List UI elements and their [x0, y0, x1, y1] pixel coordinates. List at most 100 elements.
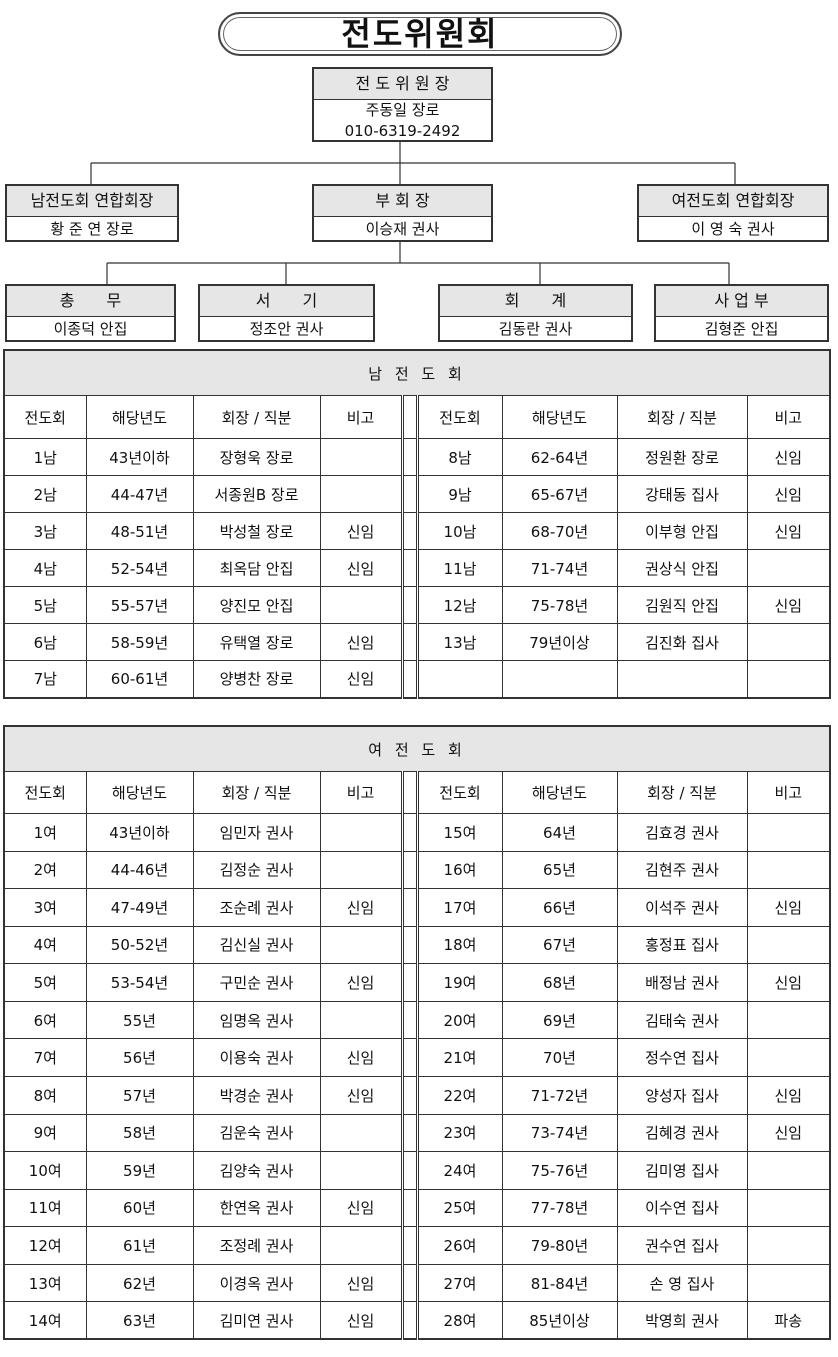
column-header: 비고 [746, 395, 831, 439]
cell-name: 서종원B 장로 [192, 475, 321, 513]
cell-years: 65년 [501, 850, 618, 890]
column-header: 비고 [319, 771, 403, 814]
cell-years: 60년 [85, 1188, 194, 1228]
cell-group: 19여 [416, 963, 503, 1002]
men-president-box: 남전도회 연합회장 황 준 연 장로 [5, 184, 179, 242]
empty-cell [616, 660, 748, 698]
cell-note: 신임 [319, 1038, 403, 1077]
cell-note [746, 1038, 831, 1077]
cell-name: 정수연 집사 [616, 1038, 748, 1077]
cell-note [746, 549, 831, 587]
phone: 010-6319-2492 [344, 122, 461, 140]
column-header: 회장 / 직분 [616, 395, 748, 439]
cell-note: 신임 [746, 475, 831, 513]
cell-name: 배정남 권사 [616, 963, 748, 1002]
role: 전 도 위 원 장 [314, 69, 491, 100]
cell-years: 81-84년 [501, 1263, 618, 1303]
cell-group: 13여 [3, 1263, 87, 1303]
role: 부 회 장 [314, 186, 491, 217]
cell-years: 65-67년 [501, 475, 618, 513]
cell-note: 신임 [319, 1301, 403, 1340]
data-row: 8여 57년 박경순 권사 신임 22여 71-72년 양성자 집사 신임 [3, 1075, 831, 1115]
cell-name: 조정례 권사 [192, 1226, 321, 1265]
cell-years: 64년 [501, 813, 618, 852]
cell-years: 71-72년 [501, 1075, 618, 1115]
cell-name: 임명옥 권사 [192, 1000, 321, 1040]
cell-note [746, 925, 831, 965]
cell-note: 파송 [746, 1301, 831, 1340]
column-header: 비고 [319, 395, 403, 439]
cell-name: 박성철 장로 [192, 512, 321, 550]
cell-years: 43년이하 [85, 813, 194, 852]
column-header: 해당년도 [501, 395, 618, 439]
cell-note: 신임 [746, 1075, 831, 1115]
cell-group: 1여 [3, 813, 87, 852]
data-row: 12여 61년 조정례 권사 26여 79-80년 권수연 집사 [3, 1226, 831, 1265]
cell-years: 52-54년 [85, 549, 194, 587]
cell-group: 12여 [3, 1226, 87, 1265]
cell-note: 신임 [319, 1075, 403, 1115]
table-title: 여 전 도 회 [3, 725, 831, 772]
divider [400, 1038, 419, 1077]
cell-years: 71-74년 [501, 549, 618, 587]
cell-name: 김원직 안집 [616, 586, 748, 624]
cell-group: 5여 [3, 963, 87, 1002]
table-body: 여 전 도 회 전도회 해당년도 회장 / 직분 비고 전도회 해당년도 회장 / 직분 비고 1… [3, 725, 831, 1340]
cell-note: 신임 [746, 963, 831, 1002]
cell-name: 김신실 권사 [192, 925, 321, 965]
cell-note: 신임 [746, 586, 831, 624]
cell-group: 3남 [3, 512, 87, 550]
name: 주동일 장로 [365, 101, 440, 119]
cell-years: 56년 [85, 1038, 194, 1077]
name: 황 준 연 장로 [50, 220, 134, 238]
cell-group: 7여 [3, 1038, 87, 1077]
cell-name: 양진모 안집 [192, 586, 321, 624]
cell-note [319, 586, 403, 624]
cell-name: 김진화 집사 [616, 623, 748, 661]
cell-years: 58년 [85, 1113, 194, 1153]
cell-group: 1남 [3, 438, 87, 476]
role: 여전도회 연합회장 [639, 186, 827, 217]
vice-box: 부 회 장 이승재 권사 [312, 184, 493, 242]
cell-name: 이수연 집사 [616, 1188, 748, 1228]
data-row: 1여 43년이하 임민자 권사 15여 64년 김효경 권사 [3, 813, 831, 852]
cell-name: 양성자 집사 [616, 1075, 748, 1115]
cell-years: 69년 [501, 1000, 618, 1040]
cell-note [319, 813, 403, 852]
cell-group: 11남 [416, 549, 503, 587]
cell-name: 김혜경 권사 [616, 1113, 748, 1153]
cell-group: 28여 [416, 1301, 503, 1340]
divider [400, 925, 419, 965]
cell-name: 강태동 집사 [616, 475, 748, 513]
divider [400, 660, 419, 698]
cell-name: 이경옥 권사 [192, 1263, 321, 1303]
cell-years: 75-78년 [501, 586, 618, 624]
cell-group: 23여 [416, 1113, 503, 1153]
data-row: 6남 58-59년 유택열 장로 신임 13남 79년이상 김진화 집사 [3, 623, 831, 661]
cell-name: 이부형 안집 [616, 512, 748, 550]
data-row: 3남 48-51년 박성철 장로 신임 10남 68-70년 이부형 안집 신임 [3, 512, 831, 550]
cell-years: 77-78년 [501, 1188, 618, 1228]
cell-years: 63년 [85, 1301, 194, 1340]
divider [400, 586, 419, 624]
divider [400, 623, 419, 661]
cell-note [319, 475, 403, 513]
cell-years: 68-70년 [501, 512, 618, 550]
column-header: 회장 / 직분 [616, 771, 748, 814]
name: 김형준 안집 [704, 320, 779, 338]
divider [400, 1151, 419, 1190]
cell-note [746, 1188, 831, 1228]
cell-years: 59년 [85, 1151, 194, 1190]
divider [400, 1188, 419, 1228]
data-row: 5남 55-57년 양진모 안집 12남 75-78년 김원직 안집 신임 [3, 586, 831, 624]
cell-name: 김효경 권사 [616, 813, 748, 852]
connector [106, 241, 730, 284]
cell-note: 신임 [319, 512, 403, 550]
name: 이종덕 안집 [53, 320, 128, 338]
cell-group: 9남 [416, 475, 503, 513]
cell-years: 57년 [85, 1075, 194, 1115]
cell-note [319, 1151, 403, 1190]
cell-group: 8여 [3, 1075, 87, 1115]
divider [400, 512, 419, 550]
cell-note: 신임 [319, 888, 403, 927]
